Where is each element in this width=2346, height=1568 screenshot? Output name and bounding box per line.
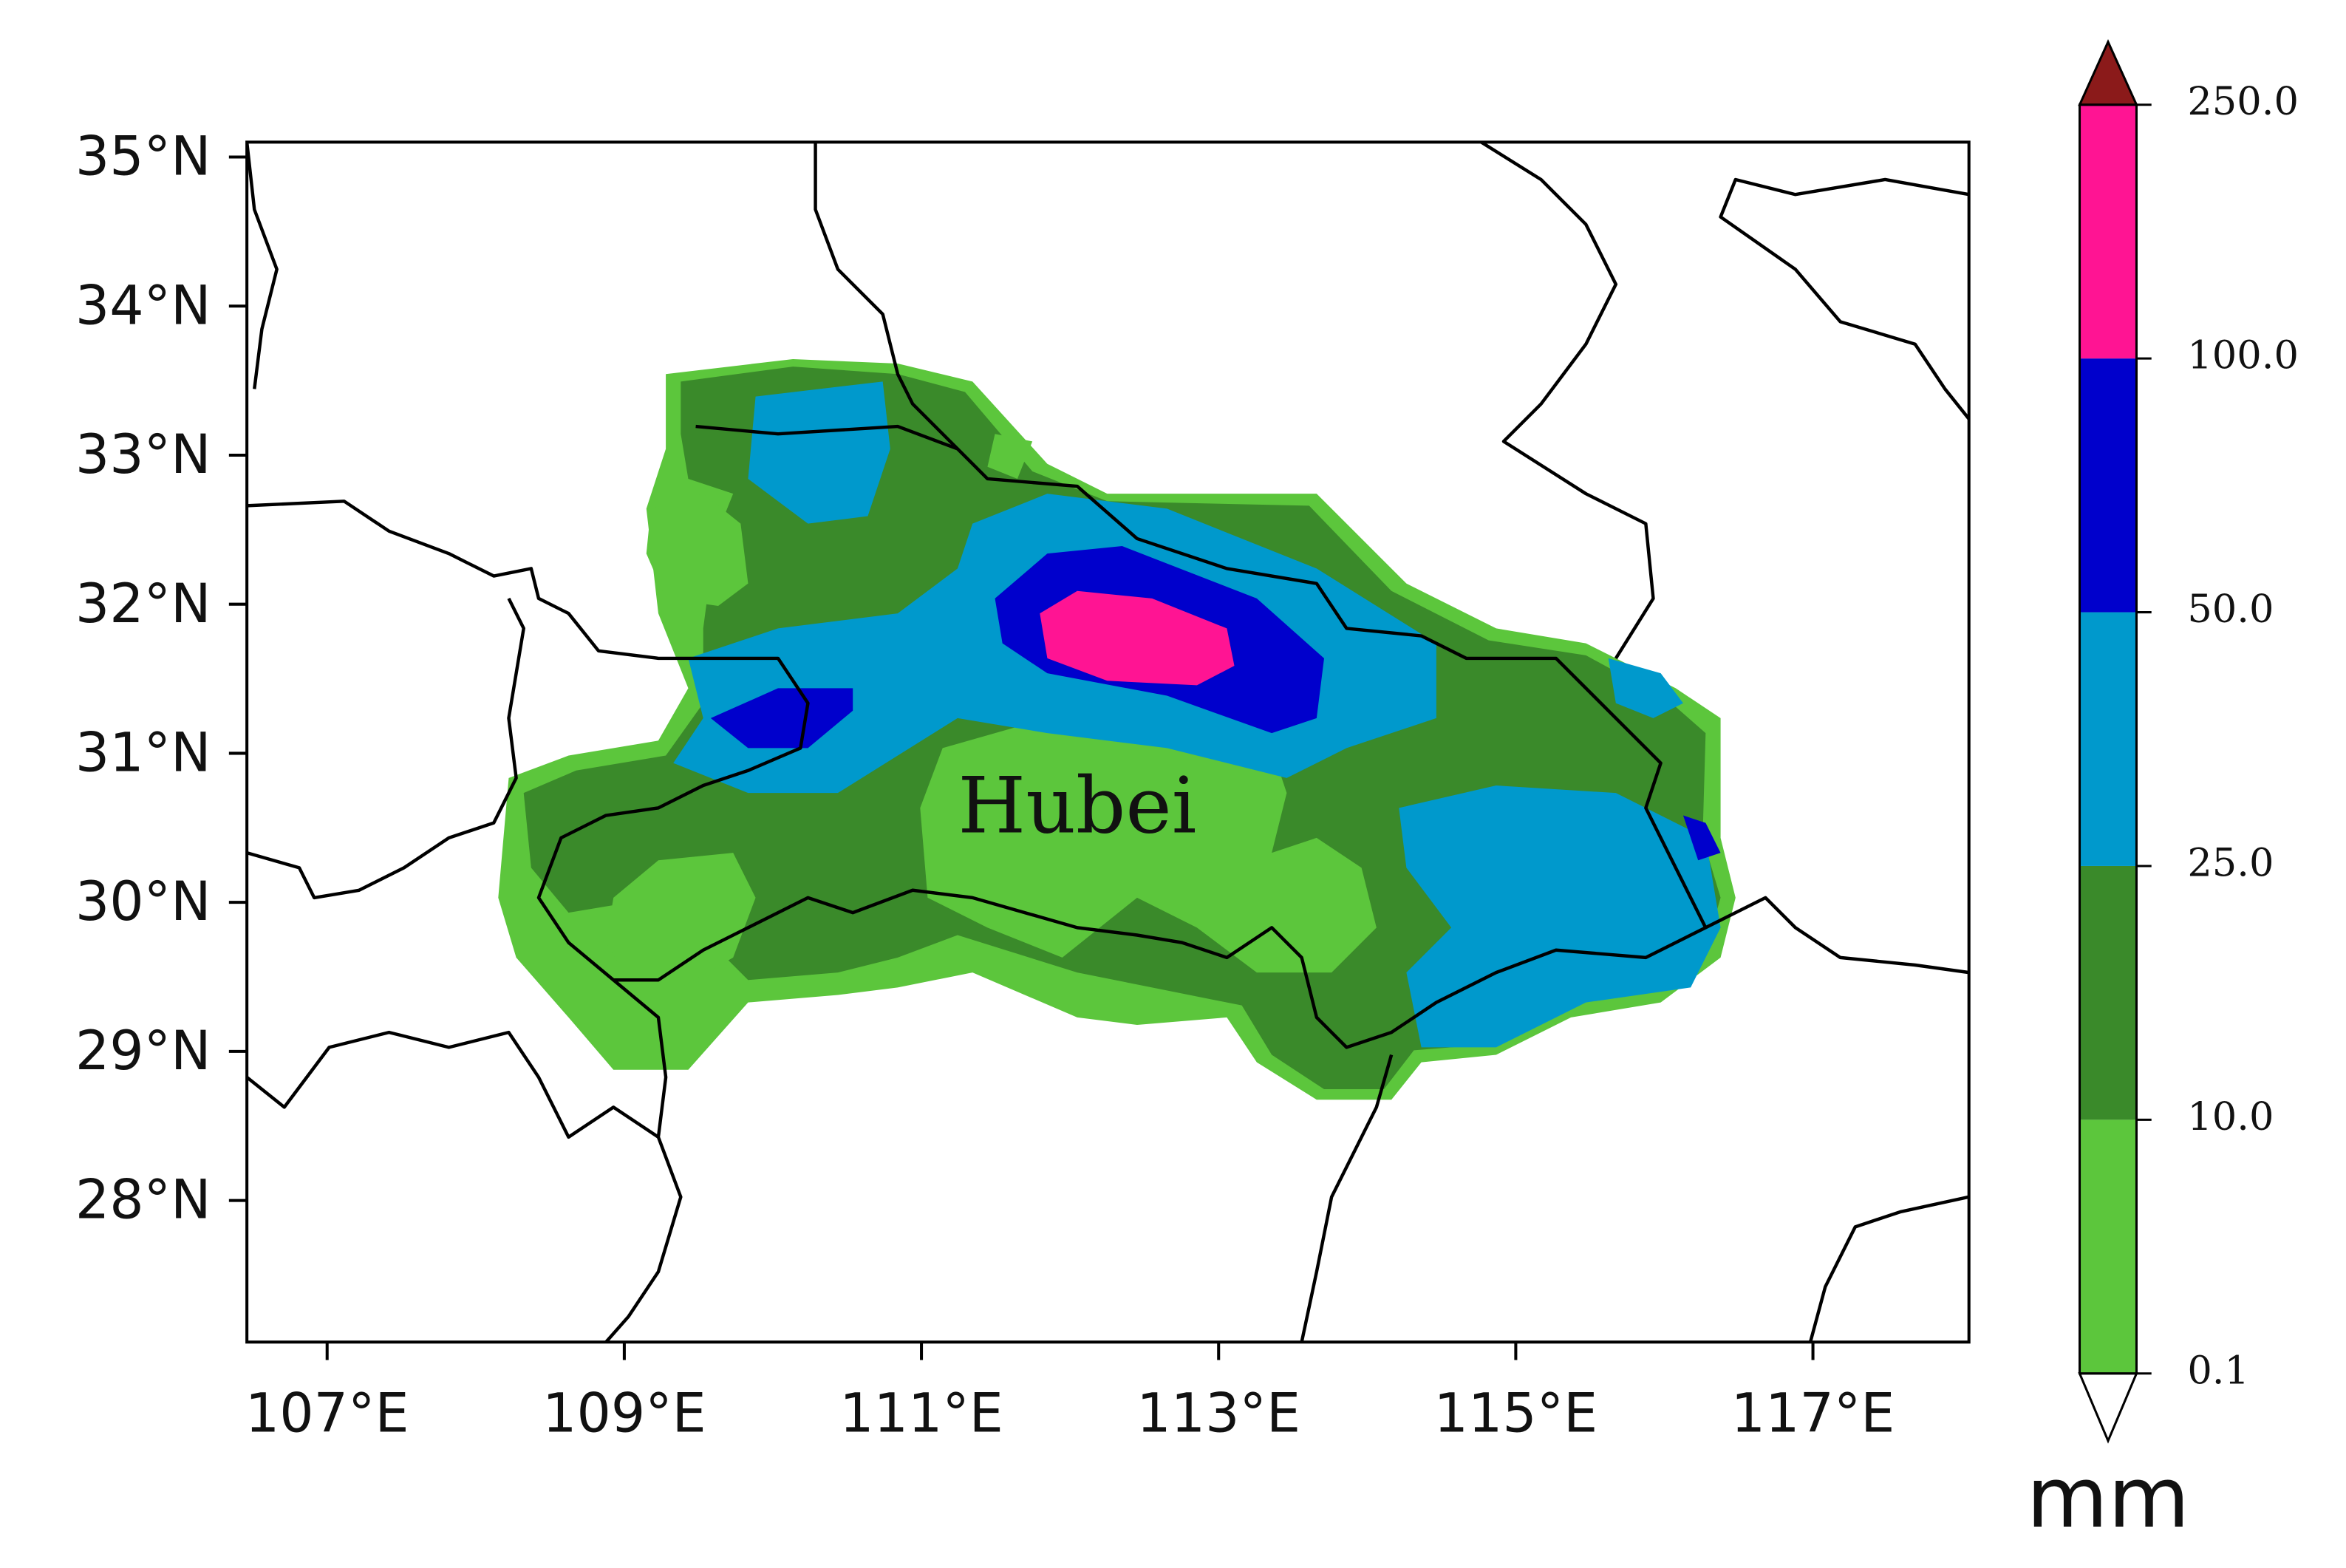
- border: [1300, 1054, 1394, 1343]
- colorbar-extend-over: [2078, 39, 2138, 106]
- colorbar-unit: mm: [2027, 1449, 2190, 1547]
- colorbar-tick-label: 0.1: [2187, 1348, 2249, 1393]
- colorbar-tick-label: 10.0: [2187, 1094, 2274, 1139]
- x-tick-label: 109°E: [542, 1383, 706, 1445]
- border: [247, 500, 810, 1343]
- border: [613, 424, 1708, 1049]
- y-tick-label: 34°N: [75, 274, 211, 337]
- colorbar-frame: [2079, 103, 2138, 1375]
- y-tick-label: 35°N: [75, 126, 211, 188]
- border: [1808, 1195, 1969, 1343]
- precip-band: [920, 717, 1377, 973]
- border: [1705, 896, 1969, 975]
- precip-band: [606, 853, 756, 988]
- precip-band: [1608, 658, 1683, 718]
- colorbar-tick-label: 100.0: [2187, 333, 2299, 378]
- colorbar-tick-label: 50.0: [2187, 587, 2274, 632]
- region-label: Hubei: [958, 760, 1196, 851]
- x-tick-label: 113°E: [1136, 1383, 1300, 1445]
- border: [1719, 177, 1969, 420]
- y-tick-label: 32°N: [75, 573, 211, 635]
- province-borders: [247, 142, 1969, 1343]
- border: [814, 142, 959, 451]
- y-tick-label: 33°N: [75, 423, 211, 486]
- precip-band: [1682, 815, 1721, 861]
- y-tick-label: 28°N: [75, 1169, 211, 1232]
- colorbar: 0.1 10.0 25.0 50.0 100.0 250.0 mm: [2027, 39, 2299, 1547]
- colorbar-band: [2079, 104, 2137, 359]
- precip-band: [1399, 785, 1721, 1048]
- colorbar-extend-under: [2078, 1372, 2138, 1444]
- x-tick-label: 115°E: [1434, 1383, 1598, 1445]
- y-tick-label: 31°N: [75, 722, 211, 785]
- border: [247, 597, 525, 900]
- plot-frame: [245, 140, 1971, 1344]
- border: [247, 142, 279, 389]
- y-tick-label: 30°N: [75, 870, 211, 933]
- colorbar-tick-label: 250.0: [2187, 79, 2299, 124]
- axes: 107°E 109°E 111°E 113°E 115°E 117°E 28°N 29°N 30…: [75, 126, 1895, 1445]
- precip-band: [710, 688, 853, 749]
- colorbar-tick-label: 25.0: [2187, 840, 2274, 885]
- x-tick-label: 117°E: [1731, 1383, 1895, 1445]
- precip-band: [646, 494, 749, 607]
- precip-band: [1040, 590, 1235, 686]
- border: [1480, 142, 1655, 660]
- colorbar-band: [2079, 612, 2137, 866]
- y-tick-label: 29°N: [75, 1020, 211, 1083]
- x-tick-label: 107°E: [245, 1383, 409, 1445]
- x-tick-label: 111°E: [839, 1383, 1003, 1445]
- precip-band: [987, 434, 1033, 479]
- precip-band: [748, 381, 890, 524]
- border: [247, 1030, 660, 1139]
- colorbar-band: [2079, 358, 2137, 613]
- colorbar-band: [2079, 1119, 2137, 1374]
- colorbar-band: [2079, 865, 2137, 1120]
